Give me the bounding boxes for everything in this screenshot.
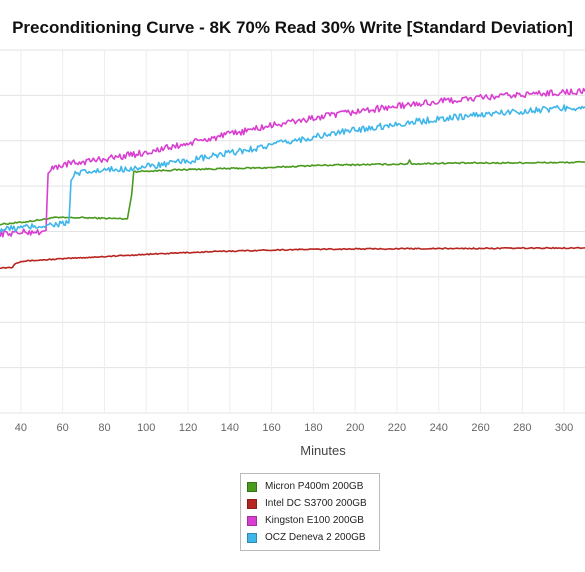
- legend-item: Kingston E100 200GB: [247, 512, 373, 529]
- x-tick-label: 60: [57, 422, 69, 434]
- chart-title: Preconditioning Curve - 8K 70% Read 30% …: [12, 18, 573, 37]
- legend-swatch: [247, 498, 257, 509]
- legend-item: Intel DC S3700 200GB: [247, 495, 373, 512]
- series-line: [0, 104, 585, 234]
- x-tick-label: 40: [15, 422, 27, 434]
- legend-item: OCZ Deneva 2 200GB: [247, 529, 373, 546]
- grid: [0, 49, 585, 414]
- x-tick-label: 240: [430, 422, 448, 434]
- x-tick-label: 140: [221, 422, 239, 434]
- legend-label: Micron P400m 200GB: [265, 481, 364, 492]
- x-tick-label: 120: [179, 422, 197, 434]
- legend-label: Intel DC S3700 200GB: [265, 498, 367, 509]
- legend-swatch: [247, 515, 257, 526]
- legend-item: Micron P400m 200GB: [247, 478, 373, 495]
- x-tick-label: 260: [471, 422, 489, 434]
- series-line: [0, 246, 585, 270]
- legend-label: OCZ Deneva 2 200GB: [265, 532, 366, 543]
- x-tick-label: 220: [388, 422, 406, 434]
- series-lines: [0, 87, 585, 270]
- x-axis-label: Minutes: [300, 443, 346, 458]
- x-tick-label: 80: [98, 422, 110, 434]
- x-tick-label: 200: [346, 422, 364, 434]
- x-tick-label: 300: [555, 422, 573, 434]
- legend: Micron P400m 200GB Intel DC S3700 200GB Ki…: [240, 473, 380, 551]
- series-line: [0, 87, 585, 238]
- x-tick-label: 100: [137, 422, 155, 434]
- legend-label: Kingston E100 200GB: [265, 515, 364, 526]
- x-axis-ticks: 40 60 80 100 120 140 160 180 200 220 240 260 280 300: [15, 422, 574, 434]
- x-tick-label: 160: [262, 422, 280, 434]
- x-tick-label: 280: [513, 422, 531, 434]
- x-tick-label: 180: [304, 422, 322, 434]
- legend-swatch: [247, 532, 257, 543]
- legend-swatch: [247, 481, 257, 492]
- series-line: [0, 159, 585, 226]
